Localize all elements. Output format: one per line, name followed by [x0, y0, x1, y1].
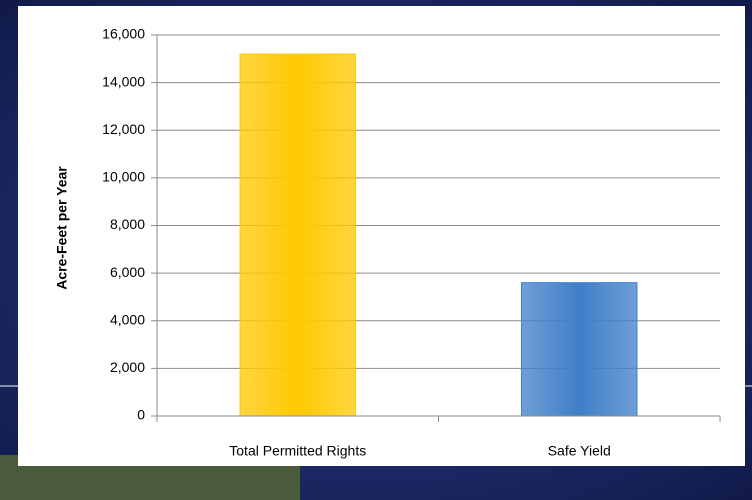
- y-tick-label: 12,000: [102, 121, 145, 137]
- bar: [521, 282, 638, 417]
- y-tick-label: 8,000: [110, 216, 145, 232]
- y-tick-label: 14,000: [102, 73, 145, 89]
- y-tick-label: 10,000: [102, 169, 145, 185]
- y-tick-label: 4,000: [110, 311, 145, 327]
- x-tick-label: Total Permitted Rights: [229, 443, 366, 459]
- y-tick-label: 6,000: [110, 264, 145, 280]
- bar: [239, 53, 356, 417]
- y-tick-label: 2,000: [110, 359, 145, 375]
- x-tick-label: Safe Yield: [548, 443, 611, 459]
- y-tick-label: 16,000: [102, 26, 145, 42]
- y-axis-label: Acre-Feet per Year: [54, 166, 70, 290]
- y-tick-label: 0: [137, 407, 145, 423]
